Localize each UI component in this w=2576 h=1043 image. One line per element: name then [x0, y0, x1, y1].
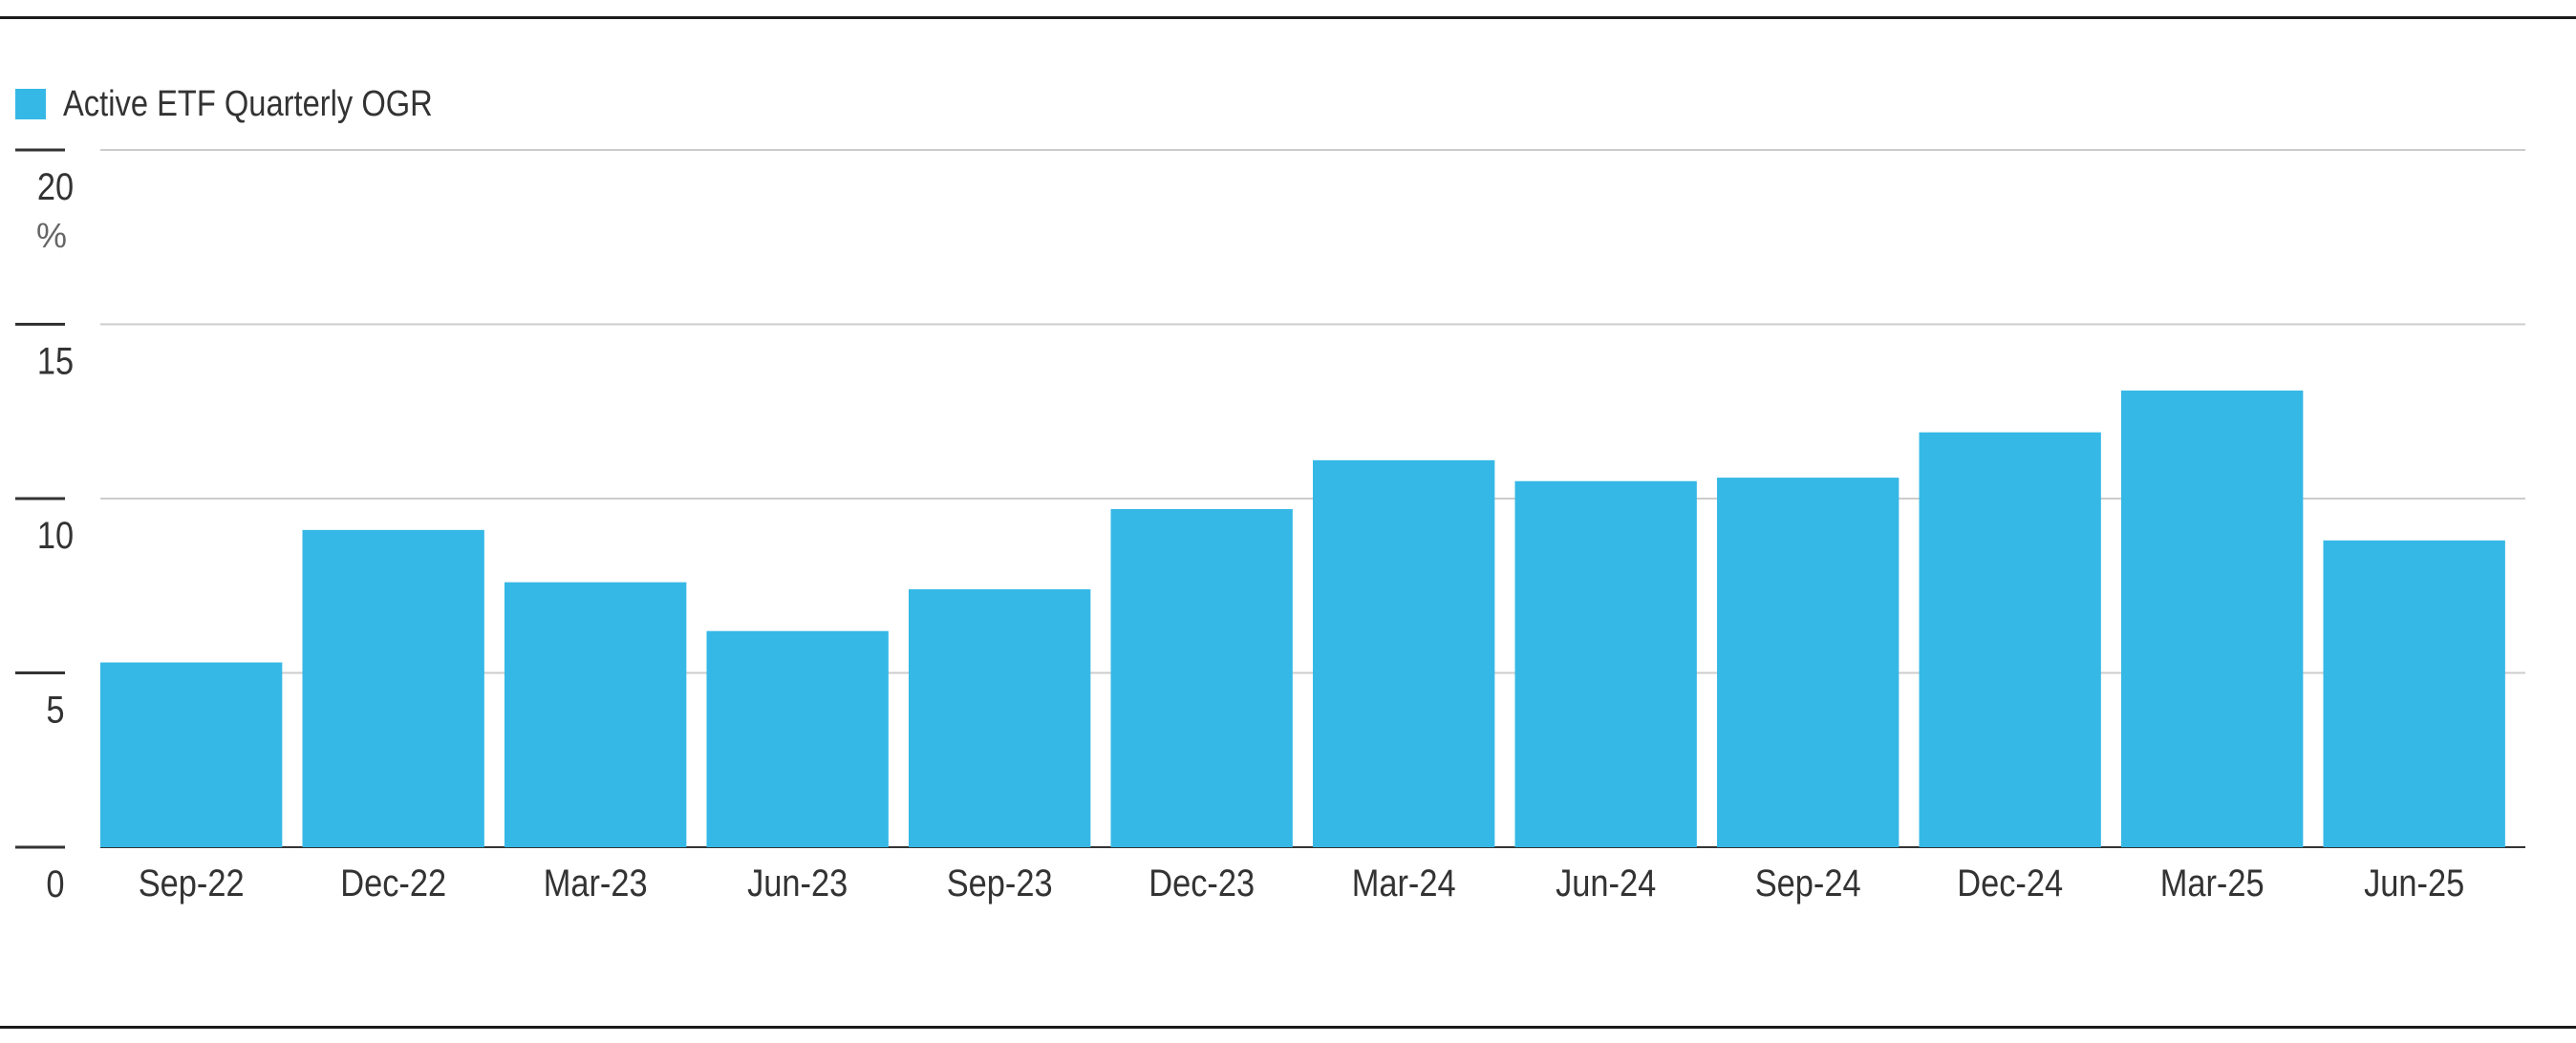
x-tick-label-Mar-23: Mar-23: [544, 862, 648, 905]
y-tick-label-0: 0: [46, 862, 64, 905]
legend-label: Active ETF Quarterly OGR: [63, 83, 433, 124]
y-tick-label-15: 15: [37, 339, 74, 382]
top-rule: [0, 16, 2576, 19]
x-tick-label-Mar-24: Mar-24: [1352, 862, 1456, 905]
x-tick-label-Dec-22: Dec-22: [340, 862, 446, 905]
x-tick-label-Dec-23: Dec-23: [1148, 862, 1255, 905]
legend-swatch: [15, 89, 46, 119]
bar-Dec-24: [1919, 432, 2101, 847]
bar-Mar-25: [2121, 390, 2304, 847]
y-axis-unit: %: [36, 216, 67, 255]
bar-Dec-23: [1110, 508, 1293, 847]
x-tick-label-Mar-25: Mar-25: [2160, 862, 2265, 905]
x-tick-label-Jun-25: Jun-25: [2364, 862, 2464, 905]
bar-Jun-23: [706, 630, 889, 847]
bar-Sep-24: [1717, 478, 1900, 847]
bottom-rule: [0, 1026, 2576, 1029]
y-tick-label-20: 20: [37, 165, 74, 208]
bar-Dec-22: [302, 529, 484, 847]
x-tick-label-Sep-22: Sep-22: [139, 862, 245, 905]
bars: [100, 390, 2505, 847]
bar-Sep-22: [100, 662, 283, 847]
x-tick-label-Sep-23: Sep-23: [947, 862, 1053, 905]
x-tick-label-Jun-23: Jun-23: [747, 862, 848, 905]
bar-Jun-25: [2323, 540, 2505, 847]
y-axis: 0 5 10 15 20: [15, 148, 74, 905]
y-tick-label-5: 5: [46, 688, 64, 731]
x-tick-label-Jun-24: Jun-24: [1556, 862, 1656, 905]
bar-Jun-24: [1514, 480, 1697, 847]
x-tick-label-Sep-24: Sep-24: [1755, 862, 1861, 905]
x-axis: Sep-22 Dec-22 Mar-23 Jun-23 Sep-23 Dec-23 Mar-…: [139, 862, 2465, 905]
legend: Active ETF Quarterly OGR: [15, 81, 493, 127]
bar-Sep-23: [909, 588, 1091, 847]
bar-Mar-23: [504, 582, 687, 847]
y-tick-label-10: 10: [37, 514, 74, 557]
x-tick-label-Dec-24: Dec-24: [1957, 862, 2063, 905]
bar-Mar-24: [1313, 459, 1495, 847]
